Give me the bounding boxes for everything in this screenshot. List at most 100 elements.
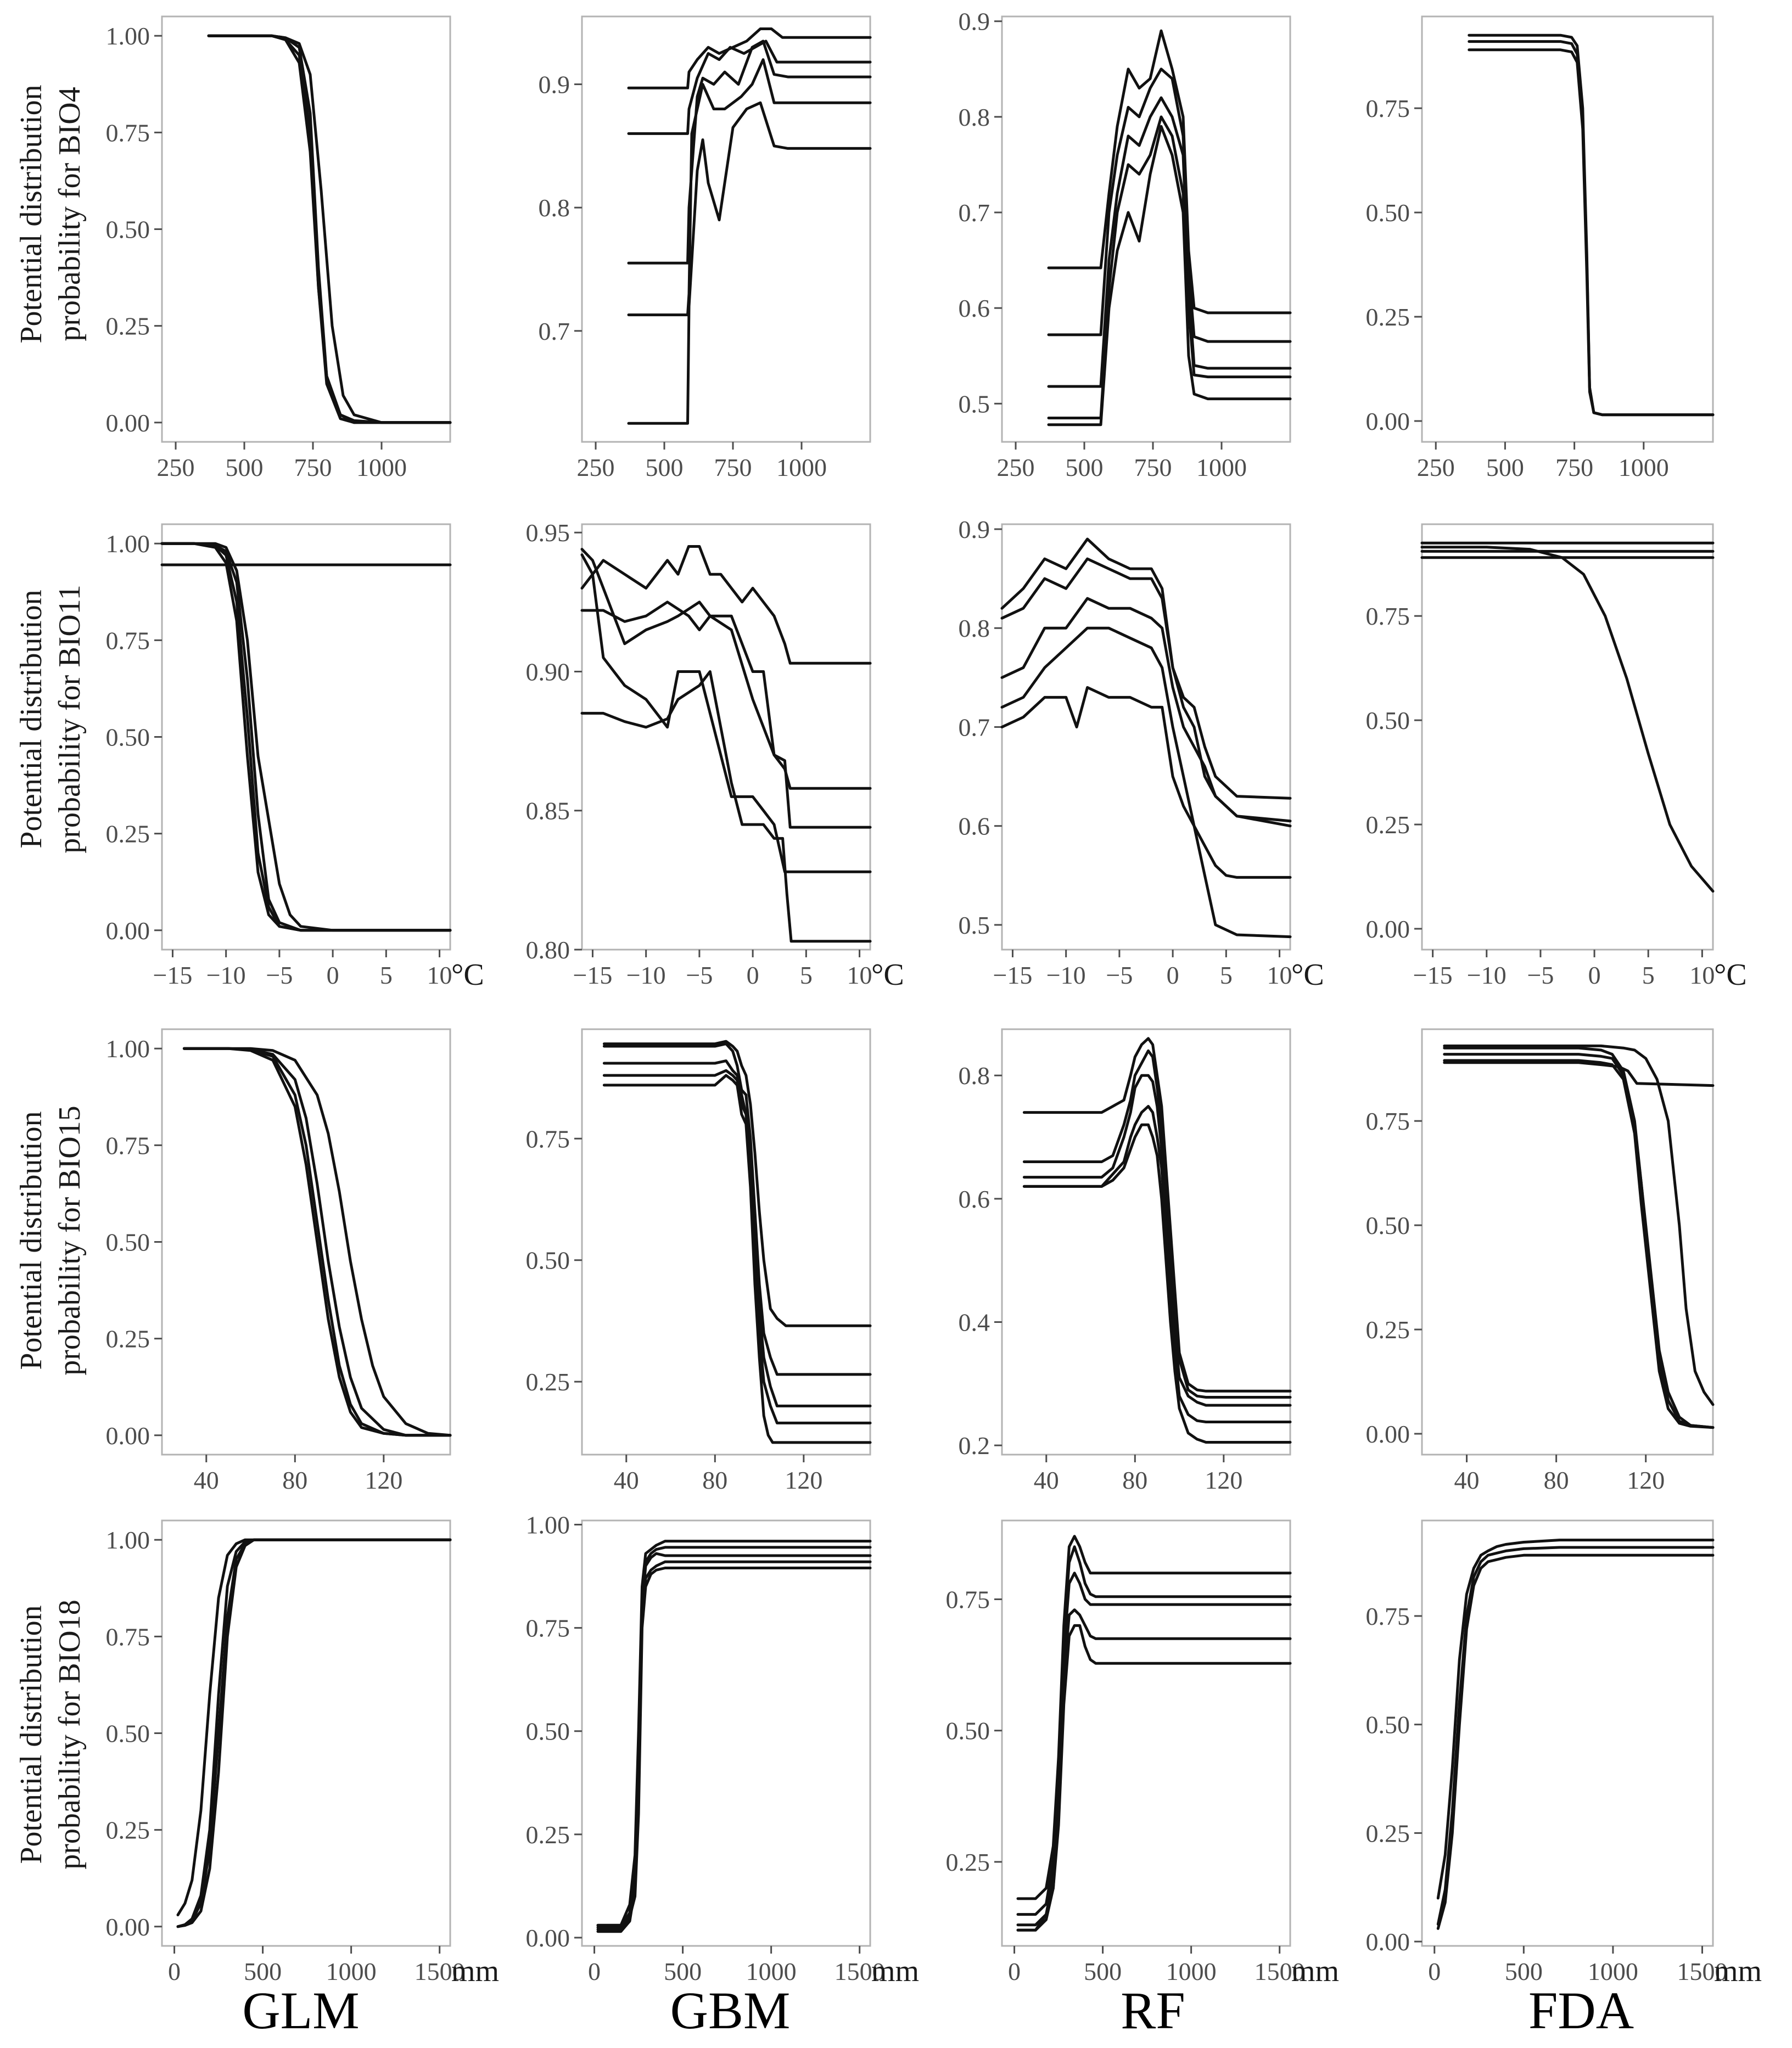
x-tick-label: 80 [282,1466,307,1494]
series-line-3 [1436,1553,1715,1930]
x-tick-label: 500 [244,1957,282,1985]
x-tick-label: 500 [226,453,264,481]
series-line-4 [182,1047,452,1437]
series-line-5 [160,542,452,932]
x-axis-unit: °C [1291,958,1324,992]
y-tick-label: 0.90 [526,658,570,686]
y-tick-label: 0.50 [1366,1711,1410,1739]
x-tick-label: 80 [1122,1466,1147,1494]
x-tick-label: 40 [1034,1466,1059,1494]
series-line-1 [1047,125,1292,427]
x-tick-label: −5 [1527,961,1554,989]
x-axis-unit: °C [871,958,904,992]
x-tick-label: 1500 [1255,1957,1305,1985]
plot-area-border [581,523,871,951]
y-tick-label: 0.25 [526,1368,570,1396]
x-tick-label: 0 [1588,961,1601,989]
x-tick-label: 1000 [356,453,407,481]
series-line-3 [580,548,872,829]
x-tick-label: 1500 [835,1957,885,1985]
y-tick-label: 0.25 [106,1325,150,1353]
y-tick-label: 0.75 [946,1586,990,1614]
plot-area-border [1421,15,1714,443]
plot-area-border [161,523,451,951]
x-tick-label: 250 [157,453,195,481]
y-axis-title-line-1: Potential distribution [14,590,48,848]
y-tick-label: 0.7 [539,317,570,345]
y-axis-title-line-1: Potential distribution [14,85,48,343]
x-tick-label: 10 [427,961,452,989]
series-line-2 [1016,1545,1292,1916]
y-tick-label: 0.95 [526,519,570,547]
x-tick-label: −10 [1046,961,1086,989]
x-axis-unit: mm [871,1954,919,1988]
model-label-rf: RF [1121,1981,1185,2040]
y-tick-label: 0.50 [106,216,150,244]
series-line-5 [1443,1044,1715,1406]
x-tick-label: 0 [327,961,339,989]
x-tick-label: −15 [153,961,192,989]
x-tick-label: 120 [1627,1466,1665,1494]
series-line-4 [176,1538,452,1928]
y-tick-label: 0.25 [106,1816,150,1844]
x-tick-label: −10 [1467,961,1507,989]
y-tick-label: 0.00 [106,1913,150,1941]
y-tick-label: 0.00 [1366,407,1410,435]
plot-area-border [581,1028,871,1456]
x-tick-label: 1000 [776,453,827,481]
model-label-glm: GLM [242,1981,359,2040]
x-tick-label: 500 [664,1957,702,1985]
x-tick-label: 10 [1267,961,1292,989]
x-tick-label: 120 [365,1466,402,1494]
x-tick-label: 40 [194,1466,219,1494]
y-tick-label: 0.9 [959,8,990,36]
panel-rf-bio15: 0.2 0.4 0.6 0.8 40 80 120 [959,1028,1292,1494]
y-tick-label: 0.4 [959,1309,990,1337]
y-tick-label: 1.00 [106,1035,150,1063]
y-tick-label: 0.7 [959,713,990,741]
y-tick-label: 0.75 [106,1623,150,1651]
x-tick-label: 1500 [1677,1957,1727,1985]
x-tick-label: 500 [1066,453,1104,481]
panel-gbm-bio11: 0.80 0.85 0.90 0.95 −15 −10 −5 0 5 10°C [526,519,904,992]
plot-area-border [1421,1519,1714,1947]
series-line-4 [580,553,872,873]
x-tick-label: 500 [1486,453,1524,481]
x-tick-label: 5 [1220,961,1233,989]
panel-rf-bio11: 0.5 0.6 0.7 0.8 0.9 −15 −10 −5 0 5 10°C [959,515,1324,992]
panel-fda-bio4: 0.00 0.25 0.50 0.75 250 500 750 1000 [1366,15,1715,481]
x-tick-label: 5 [380,961,393,989]
y-tick-label: 0.25 [526,1821,570,1849]
y-axis-title-row-4: Potential distribution probability for B… [14,1600,87,1869]
x-tick-label: 1000 [326,1957,377,1985]
y-tick-label: 0.00 [106,409,150,437]
series-line-4 [1022,1104,1292,1423]
y-tick-label: 0.25 [106,312,150,340]
x-tick-label: 0 [1428,1957,1441,1985]
y-tick-label: 0.75 [106,119,150,147]
series-line-5 [596,1567,872,1927]
plot-area-border [1001,523,1291,951]
y-tick-label: 0.75 [526,1614,570,1642]
y-axis-title-row-3: Potential distribution probability for B… [14,1106,87,1375]
series-line-5 [1016,1624,1292,1932]
series-line-4 [1443,1061,1715,1087]
plot-area-border [581,1519,871,1947]
y-tick-label: 0.9 [959,515,990,543]
y-tick-label: 0.6 [959,1185,990,1213]
series-line-3 [1047,96,1292,388]
x-tick-label: 500 [1084,1957,1122,1985]
y-tick-label: 0.8 [959,103,990,131]
series-line-1 [602,1040,872,1327]
series-line-1 [580,545,872,665]
x-tick-label: 750 [714,453,752,481]
series-line-5 [602,1074,872,1444]
series-line-5 [627,27,872,89]
y-tick-label: 1.00 [526,1511,570,1539]
y-tick-label: 0.75 [106,1131,150,1159]
y-axis-title-row-1: Potential distribution probability for B… [14,85,87,343]
